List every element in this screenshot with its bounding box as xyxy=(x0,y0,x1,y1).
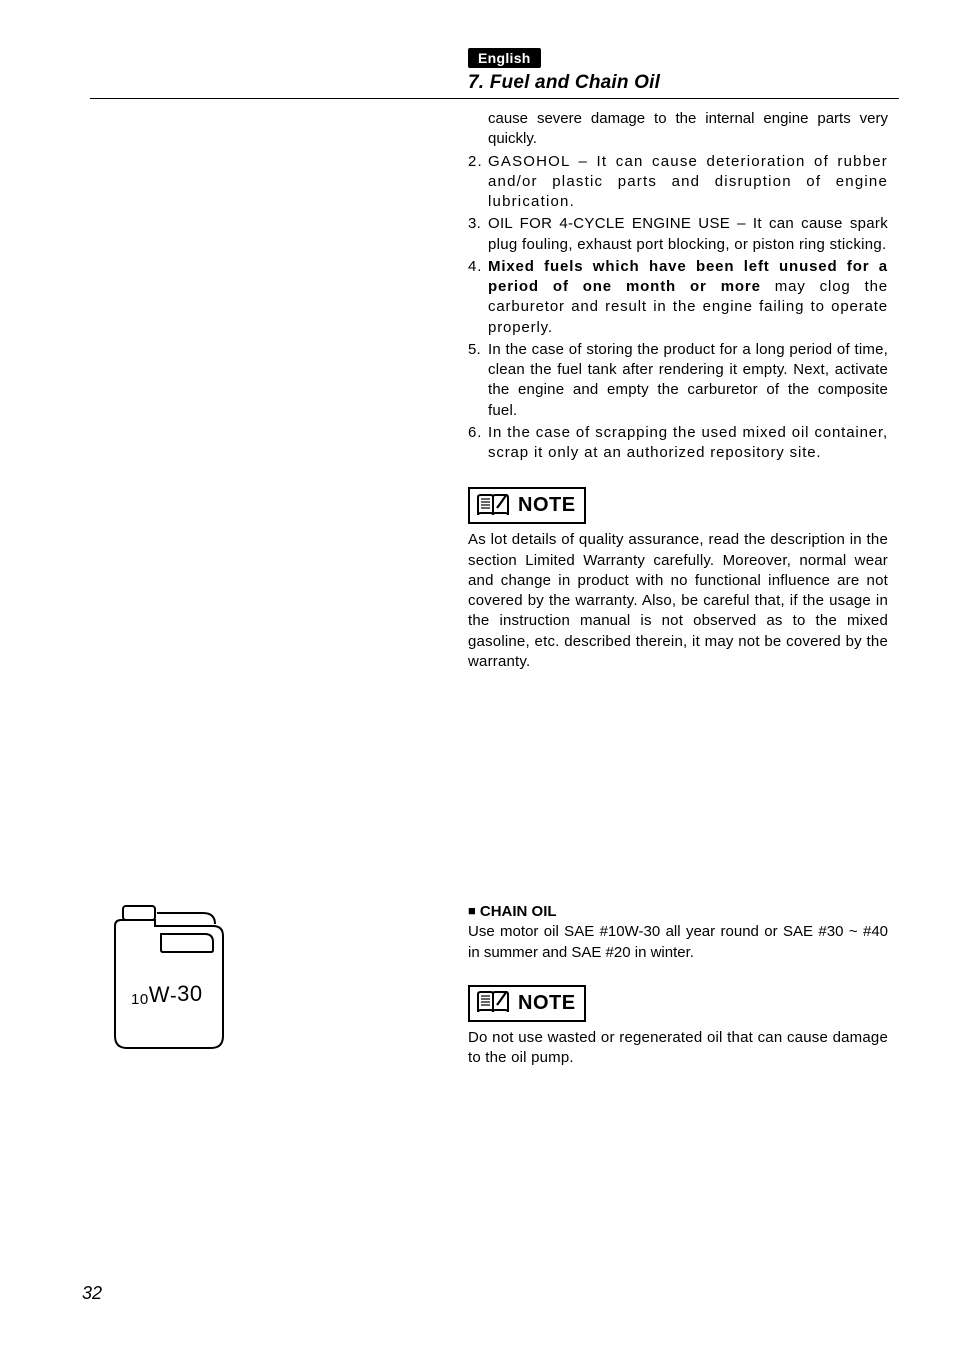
item-text-segment: In the case of scrapping the used mixed … xyxy=(488,424,888,461)
note-box-1: NOTE xyxy=(468,487,586,524)
list-item: 3.OIL FOR 4-CYCLE ENGINE USE – It can ca… xyxy=(488,214,888,255)
manual-page: English 7. Fuel and Chain Oil cause seve… xyxy=(0,0,954,1348)
numbered-list: 2.GASOHOL – It can cause deterioration o… xyxy=(468,152,888,464)
book-icon xyxy=(476,494,510,518)
book-icon xyxy=(476,991,510,1015)
item-number: 6. xyxy=(468,423,486,443)
chain-oil-heading-row: ■ CHAIN OIL xyxy=(468,902,888,922)
item-text-segment: GASOHOL – It can cause deterioration of … xyxy=(488,153,888,211)
item-number: 4. xyxy=(468,257,486,277)
page-number: 32 xyxy=(82,1283,102,1304)
note-1-text: As lot details of quality assurance, rea… xyxy=(468,530,888,672)
note-label-2: NOTE xyxy=(518,990,576,1017)
item-text-segment: In the case of storing the product for a… xyxy=(488,341,888,419)
chain-oil-text: Use motor oil SAE #10W-30 all year round… xyxy=(468,922,888,963)
item-number: 5. xyxy=(468,340,486,360)
note-2-text: Do not use wasted or regenerated oil tha… xyxy=(468,1028,888,1069)
square-bullet-icon: ■ xyxy=(468,903,476,918)
oil-can-figure: 10W-30 xyxy=(95,898,265,1083)
list-item: 5.In the case of storing the product for… xyxy=(488,340,888,421)
list-item: 2.GASOHOL – It can cause deterioration o… xyxy=(488,152,888,213)
section-title: 7. Fuel and Chain Oil xyxy=(468,72,660,94)
item-number: 2. xyxy=(468,152,486,172)
chain-oil-section: ■ CHAIN OIL Use motor oil SAE #10W-30 all… xyxy=(468,902,888,1068)
list-item: 4.Mixed fuels which have been left unuse… xyxy=(488,257,888,338)
oil-can-label: 10W-30 xyxy=(131,981,203,1008)
language-badge: English xyxy=(468,48,541,68)
title-divider xyxy=(90,98,899,99)
continuation-paragraph: cause severe damage to the internal engi… xyxy=(468,109,888,150)
list-item: 6.In the case of scrapping the used mixe… xyxy=(488,423,888,464)
item-text-segment: OIL FOR 4-CYCLE ENGINE USE – It can caus… xyxy=(488,215,888,252)
page-header: English 7. Fuel and Chain Oil xyxy=(468,48,899,94)
note-label-1: NOTE xyxy=(518,492,576,519)
note-box-2: NOTE xyxy=(468,985,586,1022)
item-number: 3. xyxy=(468,214,486,234)
right-column: cause severe damage to the internal engi… xyxy=(468,109,888,1068)
chain-oil-heading: CHAIN OIL xyxy=(480,903,557,920)
